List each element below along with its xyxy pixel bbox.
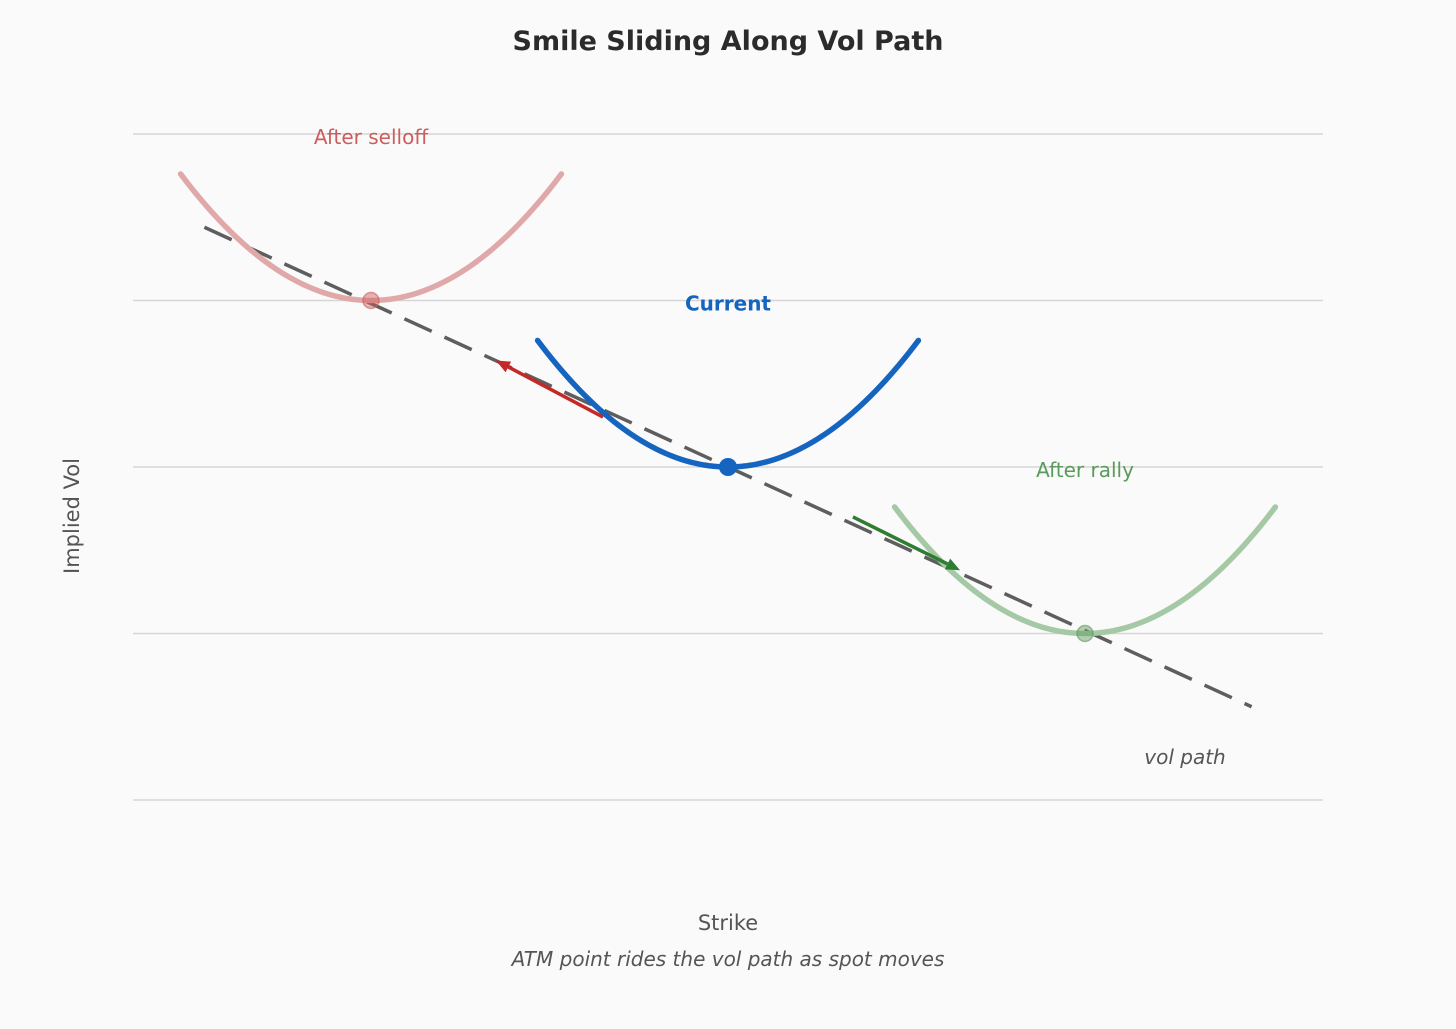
smile-label-2: After rally — [1036, 458, 1134, 482]
smile-label-0: After selloff — [314, 125, 429, 149]
chart-caption: ATM point rides the vol path as spot mov… — [510, 947, 945, 971]
selloff-arrow-head — [495, 360, 512, 373]
atm-marker-0 — [362, 291, 380, 310]
label-group: After selloff Current After rally — [314, 125, 1134, 482]
vol-path-label: vol path — [1144, 745, 1225, 769]
marker-group — [362, 291, 1094, 643]
x-axis-label: Strike — [698, 911, 758, 935]
smile-curve-2 — [891, 504, 1279, 637]
smile-group — [177, 171, 1279, 637]
arrow-group — [495, 360, 961, 571]
atm-marker-2 — [1076, 624, 1094, 643]
rally-arrow-head — [944, 558, 961, 571]
selloff-arrow-shaft — [507, 365, 604, 419]
smile-curve-0 — [177, 171, 565, 304]
smile-curve-1 — [534, 337, 922, 470]
chart-title: Smile Sliding Along Vol Path — [513, 26, 944, 57]
y-axis-label: Implied Vol — [60, 458, 84, 574]
smile-label-1: Current — [685, 291, 771, 315]
atm-marker-1 — [719, 458, 737, 476]
rally-arrow-shaft — [852, 515, 949, 566]
